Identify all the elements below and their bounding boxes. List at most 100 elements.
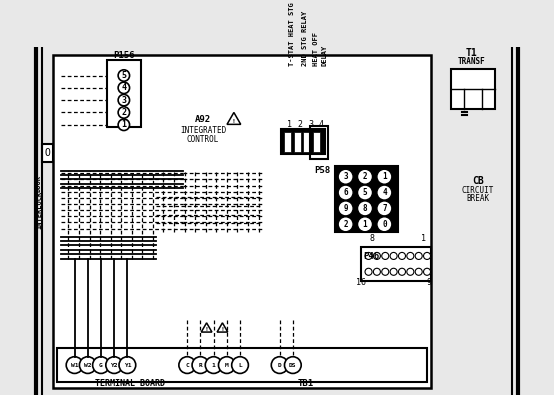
- Text: 8: 8: [363, 204, 367, 213]
- Circle shape: [382, 268, 389, 275]
- Circle shape: [377, 201, 392, 216]
- Bar: [310, 126, 328, 159]
- Text: 4: 4: [319, 120, 324, 128]
- Text: W2: W2: [84, 363, 91, 368]
- Text: R: R: [198, 363, 202, 368]
- Circle shape: [118, 70, 130, 81]
- Circle shape: [119, 357, 136, 373]
- Circle shape: [285, 357, 301, 373]
- Bar: [53, 55, 431, 388]
- Text: 2: 2: [297, 120, 302, 128]
- Bar: [42, 144, 53, 162]
- Text: 1: 1: [382, 172, 387, 181]
- Circle shape: [377, 185, 392, 200]
- Text: 4: 4: [121, 83, 126, 92]
- Text: CB: CB: [472, 176, 484, 186]
- Bar: [294, 132, 301, 152]
- Circle shape: [79, 357, 96, 373]
- Bar: [281, 129, 325, 154]
- Circle shape: [118, 119, 130, 130]
- Circle shape: [338, 217, 353, 232]
- Text: 1: 1: [363, 220, 367, 229]
- Text: CIRCUIT: CIRCUIT: [461, 186, 494, 195]
- Bar: [452, 70, 495, 109]
- Circle shape: [118, 82, 130, 94]
- Circle shape: [338, 169, 353, 184]
- Circle shape: [218, 357, 235, 373]
- Text: 5: 5: [363, 188, 367, 197]
- Circle shape: [424, 252, 430, 260]
- Circle shape: [365, 252, 372, 260]
- Circle shape: [377, 169, 392, 184]
- Circle shape: [206, 357, 222, 373]
- Text: T1: T1: [465, 48, 478, 58]
- Text: C: C: [186, 363, 189, 368]
- Text: 3: 3: [308, 120, 313, 128]
- Circle shape: [390, 252, 397, 260]
- Text: 5: 5: [121, 71, 126, 80]
- Circle shape: [407, 268, 414, 275]
- Text: P58: P58: [315, 166, 331, 175]
- Text: 7: 7: [382, 204, 387, 213]
- Text: 3: 3: [121, 96, 126, 105]
- Circle shape: [415, 268, 422, 275]
- Circle shape: [382, 252, 389, 260]
- Circle shape: [357, 201, 372, 216]
- Text: 1: 1: [422, 234, 427, 243]
- Circle shape: [192, 357, 209, 373]
- Text: 2ND STG RELAY: 2ND STG RELAY: [301, 11, 307, 66]
- Text: CONTROL: CONTROL: [187, 135, 219, 143]
- Text: INTERLOCK: INTERLOCK: [36, 191, 42, 229]
- Text: Y2: Y2: [110, 363, 118, 368]
- Text: TERMINAL BOARD: TERMINAL BOARD: [95, 379, 165, 388]
- Bar: [313, 132, 320, 152]
- Circle shape: [338, 185, 353, 200]
- Text: DOOR: DOOR: [36, 175, 42, 192]
- Text: 6: 6: [343, 188, 348, 197]
- Text: P46: P46: [363, 252, 379, 261]
- Circle shape: [373, 268, 381, 275]
- Text: T-STAT HEAT STG: T-STAT HEAT STG: [289, 2, 295, 66]
- Circle shape: [357, 169, 372, 184]
- Text: 16: 16: [356, 278, 366, 287]
- Text: !: !: [232, 119, 236, 124]
- Text: 1: 1: [121, 120, 126, 129]
- Circle shape: [398, 252, 406, 260]
- Bar: [335, 166, 398, 232]
- Text: O: O: [45, 148, 50, 158]
- Text: 2: 2: [363, 172, 367, 181]
- Text: 2: 2: [343, 220, 348, 229]
- Circle shape: [338, 201, 353, 216]
- Circle shape: [271, 357, 288, 373]
- Text: !: !: [220, 327, 224, 333]
- Circle shape: [373, 252, 381, 260]
- Text: BREAK: BREAK: [466, 194, 489, 203]
- Bar: [57, 348, 427, 382]
- Text: 4: 4: [382, 188, 387, 197]
- Text: A92: A92: [195, 115, 211, 124]
- Text: 1: 1: [212, 363, 216, 368]
- Circle shape: [424, 268, 430, 275]
- Text: Y1: Y1: [124, 363, 131, 368]
- Text: HEAT OFF: HEAT OFF: [313, 32, 319, 66]
- Circle shape: [232, 357, 248, 373]
- Circle shape: [179, 357, 196, 373]
- Text: L: L: [238, 363, 242, 368]
- Text: 2: 2: [121, 108, 126, 117]
- Bar: [361, 247, 431, 280]
- Text: 8: 8: [370, 234, 375, 243]
- Text: 0: 0: [382, 220, 387, 229]
- Circle shape: [66, 357, 83, 373]
- Circle shape: [398, 268, 406, 275]
- Circle shape: [357, 217, 372, 232]
- Text: W1: W1: [71, 363, 78, 368]
- Circle shape: [93, 357, 109, 373]
- Text: G: G: [99, 363, 103, 368]
- Text: !: !: [205, 327, 208, 333]
- Circle shape: [390, 268, 397, 275]
- Circle shape: [365, 268, 372, 275]
- Text: TRANSF: TRANSF: [458, 57, 485, 66]
- Circle shape: [106, 357, 122, 373]
- Bar: [304, 132, 310, 152]
- Circle shape: [407, 252, 414, 260]
